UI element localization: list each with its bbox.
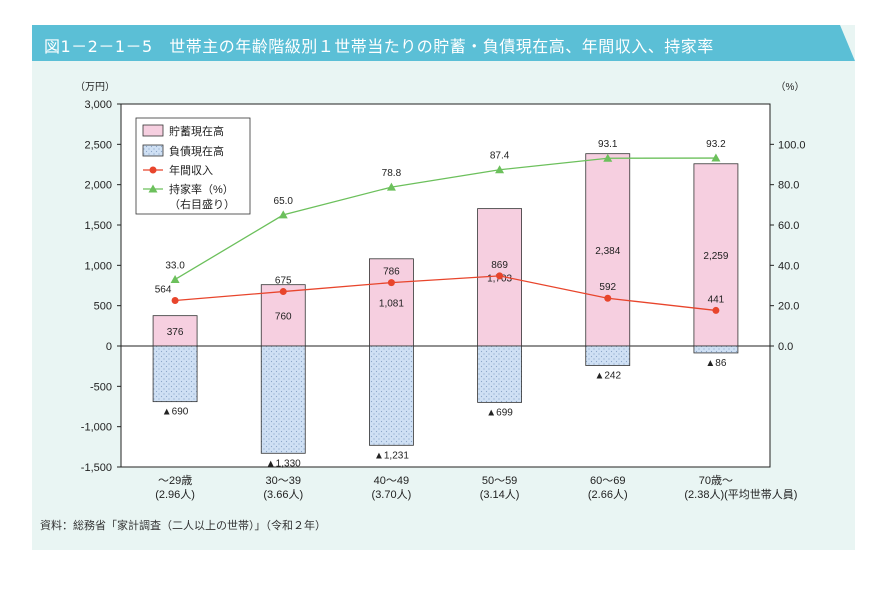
income-point bbox=[387, 279, 395, 287]
income-line bbox=[175, 275, 716, 312]
homeownership-label: 65.0 bbox=[274, 196, 294, 207]
savings-bar bbox=[369, 258, 414, 347]
income-label: 441 bbox=[708, 294, 725, 305]
legend-label-debt: 負債現在高 bbox=[169, 144, 224, 158]
homeownership-label: 33.0 bbox=[165, 260, 185, 271]
debt-bar bbox=[585, 345, 631, 366]
legend-swatch-savings bbox=[142, 124, 164, 137]
income-point bbox=[496, 272, 504, 280]
source-note: 資料：総務省「家計調査（二人以上の世帯）」（令和２年） bbox=[40, 519, 326, 532]
y-tick-label: 2,000 bbox=[84, 180, 112, 192]
legend-label-savings: 貯蓄現在高 bbox=[169, 124, 224, 138]
figure-title: 図1－2－1－5 世帯主の年齢階級別１世帯当たりの貯蓄・負債現在高、年間収入、持… bbox=[44, 37, 714, 56]
x-tick-sublabel: (3.70人) bbox=[372, 488, 412, 501]
debt-label: ▲1,231 bbox=[374, 450, 409, 461]
x-tick-label: 50～59 bbox=[482, 475, 517, 487]
x-tick-sublabel: (2.38人)(平均世帯人員) bbox=[684, 488, 797, 501]
debt-label: ▲690 bbox=[162, 407, 189, 418]
homeownership-label: 93.1 bbox=[598, 139, 618, 150]
homeownership-label: 78.8 bbox=[382, 168, 402, 179]
income-point bbox=[171, 297, 179, 305]
debt-label: ▲699 bbox=[486, 407, 513, 418]
homeownership-point bbox=[170, 274, 180, 283]
income-label: 869 bbox=[491, 260, 508, 271]
y2-tick-label: 60.0 bbox=[778, 220, 799, 232]
x-tick-label: 40～49 bbox=[374, 475, 409, 487]
legend-label-income: 年間収入 bbox=[169, 163, 213, 177]
income-label: 786 bbox=[383, 267, 400, 278]
x-tick-label: 60～69 bbox=[590, 475, 625, 487]
savings-label: 1,081 bbox=[379, 298, 404, 309]
debt-bar bbox=[260, 345, 306, 454]
x-tick-sublabel: (2.66人) bbox=[588, 488, 628, 501]
savings-bar bbox=[585, 153, 631, 347]
title-bar-shape bbox=[32, 25, 855, 61]
left-axis-unit: （万円） bbox=[75, 81, 115, 93]
legend-label-homeownership: 持家率（%） bbox=[169, 182, 234, 196]
debt-label: ▲242 bbox=[594, 371, 621, 382]
homeownership-label: 87.4 bbox=[490, 151, 510, 162]
homeownership-point bbox=[603, 153, 613, 162]
savings-label: 376 bbox=[167, 327, 184, 338]
debt-label: ▲1,330 bbox=[266, 458, 301, 469]
y2-tick-label: 100.0 bbox=[778, 139, 806, 151]
savings-bar bbox=[693, 163, 739, 347]
debt-label: ▲86 bbox=[705, 358, 726, 369]
y2-tick-label: 40.0 bbox=[778, 260, 799, 272]
income-label: 675 bbox=[275, 276, 292, 287]
savings-label: 2,384 bbox=[595, 246, 620, 257]
income-label: 592 bbox=[599, 282, 616, 293]
savings-bar bbox=[152, 315, 198, 347]
y-tick-label: 500 bbox=[94, 301, 112, 313]
legend-label-homeownership-note: （右目盛り） bbox=[169, 197, 235, 211]
income-label: 564 bbox=[155, 285, 172, 296]
homeownership-label: 93.2 bbox=[706, 139, 726, 150]
y2-tick-label: 0.0 bbox=[778, 341, 793, 353]
homeownership-point bbox=[386, 182, 396, 191]
y-tick-label: -1,000 bbox=[81, 422, 112, 434]
homeownership-point bbox=[495, 165, 505, 174]
debt-bar bbox=[369, 345, 414, 446]
y-tick-label: 1,000 bbox=[84, 260, 112, 272]
title-bar bbox=[32, 25, 855, 61]
legend-marker-income bbox=[149, 166, 157, 174]
y-tick-label: 1,500 bbox=[84, 220, 112, 232]
income-point bbox=[279, 288, 287, 296]
y-tick-label: -500 bbox=[90, 381, 112, 393]
income-point bbox=[604, 294, 612, 302]
x-tick-label: 70歳～ bbox=[699, 474, 733, 487]
x-tick-sublabel: (2.96人) bbox=[155, 488, 195, 501]
savings-label: 760 bbox=[275, 311, 292, 322]
x-tick-label: ～29歳 bbox=[158, 474, 192, 487]
y2-tick-label: 20.0 bbox=[778, 301, 799, 313]
y-tick-label: 0 bbox=[106, 341, 112, 353]
debt-bar bbox=[477, 345, 522, 403]
savings-label: 2,259 bbox=[703, 251, 728, 262]
homeownership-point bbox=[278, 210, 288, 219]
y-tick-label: 2,500 bbox=[84, 139, 112, 151]
homeownership-point bbox=[711, 153, 721, 162]
y2-tick-label: 80.0 bbox=[778, 180, 799, 192]
x-tick-sublabel: (3.66人) bbox=[263, 488, 303, 501]
y-tick-label: -1,500 bbox=[81, 462, 112, 474]
debt-bar bbox=[693, 345, 739, 354]
legend-swatch-debt bbox=[142, 144, 164, 157]
debt-bar bbox=[152, 345, 198, 403]
right-axis-unit: （%） bbox=[776, 81, 805, 93]
x-tick-label: 30～39 bbox=[266, 475, 301, 487]
legend-marker-homeownership bbox=[148, 184, 158, 193]
income-point bbox=[712, 306, 720, 314]
homeownership-line bbox=[174, 157, 716, 281]
x-tick-sublabel: (3.14人) bbox=[480, 488, 520, 501]
y-tick-label: 3,000 bbox=[84, 99, 112, 111]
